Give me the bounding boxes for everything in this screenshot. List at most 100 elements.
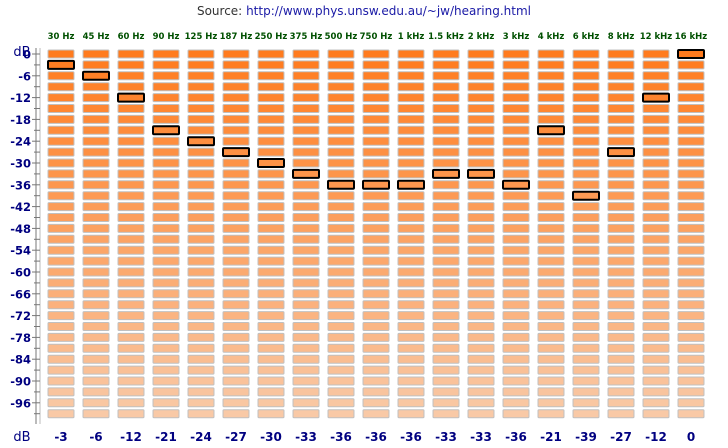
level-cell[interactable]	[257, 365, 285, 375]
level-cell[interactable]	[362, 223, 390, 233]
level-cell[interactable]	[572, 332, 600, 342]
level-cell[interactable]	[362, 71, 390, 81]
level-cell[interactable]	[82, 104, 110, 113]
level-cell[interactable]	[397, 365, 425, 375]
level-cell[interactable]	[467, 60, 495, 70]
level-cell[interactable]	[537, 311, 565, 321]
level-cell[interactable]	[537, 234, 565, 244]
level-cell[interactable]	[537, 213, 565, 222]
level-cell[interactable]	[327, 104, 355, 113]
level-cell[interactable]	[82, 311, 110, 321]
level-cell[interactable]	[362, 387, 390, 397]
level-cell[interactable]	[502, 202, 530, 212]
level-cell[interactable]	[677, 322, 705, 331]
level-cell[interactable]	[467, 365, 495, 375]
level-cell[interactable]	[397, 223, 425, 233]
level-cell[interactable]	[572, 267, 600, 277]
level-cell[interactable]	[677, 289, 705, 299]
level-cell[interactable]	[397, 267, 425, 277]
level-cell[interactable]	[432, 136, 460, 146]
level-cell[interactable]	[152, 191, 180, 201]
level-cell[interactable]	[362, 93, 390, 103]
level-cell[interactable]	[327, 387, 355, 397]
level-cell[interactable]	[397, 234, 425, 244]
level-cell[interactable]	[82, 49, 110, 59]
level-cell[interactable]	[47, 234, 75, 244]
level-cell[interactable]	[362, 202, 390, 212]
level-cell[interactable]	[607, 191, 635, 201]
level-cell[interactable]	[432, 365, 460, 375]
level-cell[interactable]	[82, 169, 110, 179]
level-cell[interactable]	[677, 202, 705, 212]
level-cell[interactable]	[432, 300, 460, 310]
level-cell[interactable]	[432, 49, 460, 59]
selected-level-cell[interactable]	[257, 158, 285, 168]
selected-level-cell[interactable]	[222, 147, 250, 158]
level-cell[interactable]	[257, 147, 285, 157]
level-cell[interactable]	[222, 387, 250, 397]
level-cell[interactable]	[502, 256, 530, 266]
level-cell[interactable]	[187, 49, 215, 59]
level-cell[interactable]	[152, 343, 180, 353]
level-cell[interactable]	[327, 409, 355, 419]
level-cell[interactable]	[362, 82, 390, 92]
level-cell[interactable]	[257, 169, 285, 179]
level-cell[interactable]	[117, 60, 145, 70]
level-cell[interactable]	[642, 256, 670, 266]
level-cell[interactable]	[677, 180, 705, 190]
level-cell[interactable]	[152, 311, 180, 321]
level-cell[interactable]	[222, 267, 250, 277]
level-cell[interactable]	[292, 365, 320, 375]
level-cell[interactable]	[82, 202, 110, 212]
level-cell[interactable]	[327, 191, 355, 201]
level-cell[interactable]	[502, 114, 530, 124]
level-cell[interactable]	[607, 267, 635, 277]
level-cell[interactable]	[327, 376, 355, 386]
level-cell[interactable]	[47, 409, 75, 419]
level-cell[interactable]	[467, 245, 495, 255]
level-cell[interactable]	[537, 354, 565, 364]
level-cell[interactable]	[257, 332, 285, 342]
level-cell[interactable]	[187, 158, 215, 168]
level-cell[interactable]	[432, 398, 460, 408]
level-cell[interactable]	[572, 93, 600, 103]
level-cell[interactable]	[572, 114, 600, 124]
level-cell[interactable]	[152, 147, 180, 157]
level-cell[interactable]	[502, 300, 530, 310]
level-cell[interactable]	[82, 223, 110, 233]
level-cell[interactable]	[222, 169, 250, 179]
level-cell[interactable]	[82, 93, 110, 103]
level-cell[interactable]	[327, 71, 355, 81]
level-cell[interactable]	[432, 322, 460, 331]
level-cell[interactable]	[467, 267, 495, 277]
level-cell[interactable]	[187, 202, 215, 212]
level-cell[interactable]	[572, 180, 600, 190]
level-cell[interactable]	[327, 125, 355, 135]
level-cell[interactable]	[607, 234, 635, 244]
level-cell[interactable]	[47, 311, 75, 321]
level-cell[interactable]	[677, 267, 705, 277]
level-cell[interactable]	[467, 278, 495, 288]
level-cell[interactable]	[677, 311, 705, 321]
level-cell[interactable]	[642, 278, 670, 288]
level-cell[interactable]	[397, 311, 425, 321]
level-cell[interactable]	[467, 136, 495, 146]
level-cell[interactable]	[537, 82, 565, 92]
level-cell[interactable]	[152, 354, 180, 364]
level-cell[interactable]	[432, 191, 460, 201]
level-cell[interactable]	[432, 104, 460, 113]
level-cell[interactable]	[607, 169, 635, 179]
level-cell[interactable]	[47, 289, 75, 299]
level-cell[interactable]	[572, 376, 600, 386]
level-cell[interactable]	[572, 256, 600, 266]
level-cell[interactable]	[397, 332, 425, 342]
level-cell[interactable]	[642, 213, 670, 222]
level-cell[interactable]	[82, 256, 110, 266]
level-cell[interactable]	[82, 180, 110, 190]
level-cell[interactable]	[467, 180, 495, 190]
level-cell[interactable]	[677, 213, 705, 222]
level-cell[interactable]	[467, 49, 495, 59]
level-cell[interactable]	[502, 125, 530, 135]
level-cell[interactable]	[397, 245, 425, 255]
level-cell[interactable]	[607, 125, 635, 135]
